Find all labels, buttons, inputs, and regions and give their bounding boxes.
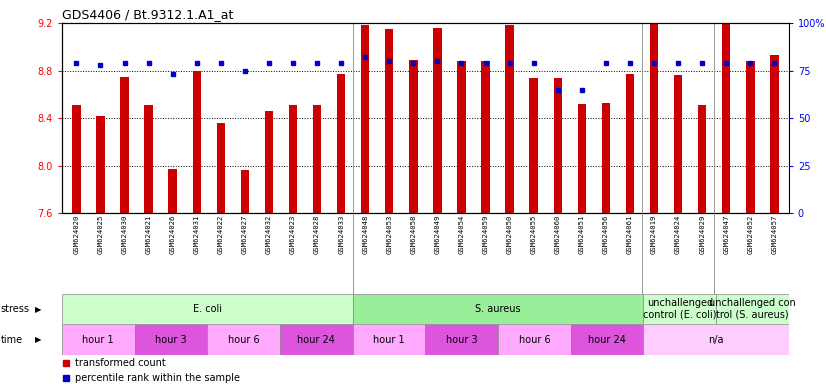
Bar [458, 61, 466, 213]
Text: hour 3: hour 3 [446, 335, 477, 345]
Bar [643, 324, 789, 355]
Text: hour 1: hour 1 [83, 335, 114, 345]
Text: GSM624049: GSM624049 [434, 215, 440, 254]
Text: GSM624060: GSM624060 [555, 215, 561, 254]
Bar [650, 24, 658, 213]
Text: GSM624053: GSM624053 [387, 215, 392, 254]
Bar [498, 324, 571, 355]
Text: GSM624022: GSM624022 [218, 215, 224, 254]
Bar [353, 324, 425, 355]
Bar [643, 294, 716, 324]
Bar [385, 29, 393, 213]
Bar [337, 74, 345, 213]
Text: GSM624025: GSM624025 [97, 215, 103, 254]
Bar [207, 324, 280, 355]
Text: hour 6: hour 6 [228, 335, 259, 345]
Text: GSM624052: GSM624052 [748, 215, 753, 254]
Text: time: time [1, 335, 23, 345]
Text: GSM624028: GSM624028 [314, 215, 320, 254]
Text: GSM624054: GSM624054 [458, 215, 464, 254]
Bar [770, 55, 779, 213]
Bar [121, 76, 129, 213]
Bar [626, 74, 634, 213]
Text: GSM624020: GSM624020 [74, 215, 79, 254]
Text: hour 24: hour 24 [588, 335, 626, 345]
Text: GSM624021: GSM624021 [145, 215, 152, 254]
Text: percentile rank within the sample: percentile rank within the sample [75, 372, 240, 383]
Text: transformed count: transformed count [75, 358, 166, 368]
Bar [409, 60, 418, 213]
Text: GSM624026: GSM624026 [169, 215, 176, 254]
Bar [425, 324, 498, 355]
Bar [529, 78, 538, 213]
Text: GSM624051: GSM624051 [579, 215, 585, 254]
Bar [601, 103, 610, 213]
Bar [62, 294, 353, 324]
Bar [145, 105, 153, 213]
Bar [135, 324, 207, 355]
Text: hour 1: hour 1 [373, 335, 405, 345]
Bar [571, 324, 643, 355]
Text: unchallenged
control (E. coli): unchallenged control (E. coli) [643, 298, 716, 320]
Text: GSM624029: GSM624029 [699, 215, 705, 254]
Text: n/a: n/a [709, 335, 724, 345]
Text: hour 6: hour 6 [519, 335, 550, 345]
Bar [353, 294, 643, 324]
Bar [169, 169, 177, 213]
Bar [361, 25, 369, 213]
Bar [746, 61, 754, 213]
Bar [97, 116, 105, 213]
Text: GSM624033: GSM624033 [338, 215, 344, 254]
Text: ▶: ▶ [35, 305, 41, 314]
Text: GSM624030: GSM624030 [121, 215, 127, 254]
Text: GSM624024: GSM624024 [675, 215, 681, 254]
Text: GSM624019: GSM624019 [651, 215, 657, 254]
Text: GSM624031: GSM624031 [194, 215, 200, 254]
Text: GSM624027: GSM624027 [242, 215, 248, 254]
Bar [506, 25, 514, 213]
Bar [62, 324, 135, 355]
Bar [216, 123, 225, 213]
Bar [698, 105, 706, 213]
Bar [192, 71, 201, 213]
Text: unchallenged con
trol (S. aureus): unchallenged con trol (S. aureus) [709, 298, 796, 320]
Text: ▶: ▶ [35, 335, 41, 344]
Text: GSM624055: GSM624055 [530, 215, 537, 254]
Text: GSM624023: GSM624023 [290, 215, 296, 254]
Text: GSM624057: GSM624057 [771, 215, 777, 254]
Bar [289, 105, 297, 213]
Text: S. aureus: S. aureus [475, 304, 521, 314]
Text: GSM624058: GSM624058 [411, 215, 416, 254]
Text: GSM624050: GSM624050 [506, 215, 513, 254]
Bar [240, 170, 249, 213]
Text: GSM624059: GSM624059 [482, 215, 488, 254]
Text: GDS4406 / Bt.9312.1.A1_at: GDS4406 / Bt.9312.1.A1_at [62, 8, 233, 21]
Bar [280, 324, 353, 355]
Bar [264, 111, 273, 213]
Bar [722, 23, 730, 213]
Text: GSM624047: GSM624047 [724, 215, 729, 254]
Bar [553, 78, 562, 213]
Text: GSM624032: GSM624032 [266, 215, 272, 254]
Bar [72, 105, 81, 213]
Text: GSM624048: GSM624048 [363, 215, 368, 254]
Bar [313, 105, 321, 213]
Bar [433, 28, 442, 213]
Text: GSM624056: GSM624056 [603, 215, 609, 254]
Text: hour 3: hour 3 [155, 335, 187, 345]
Text: hour 24: hour 24 [297, 335, 335, 345]
Text: E. coli: E. coli [192, 304, 222, 314]
Bar [716, 294, 789, 324]
Text: stress: stress [1, 304, 30, 314]
Bar [674, 75, 682, 213]
Bar [577, 104, 586, 213]
Bar [482, 61, 490, 213]
Text: GSM624061: GSM624061 [627, 215, 633, 254]
